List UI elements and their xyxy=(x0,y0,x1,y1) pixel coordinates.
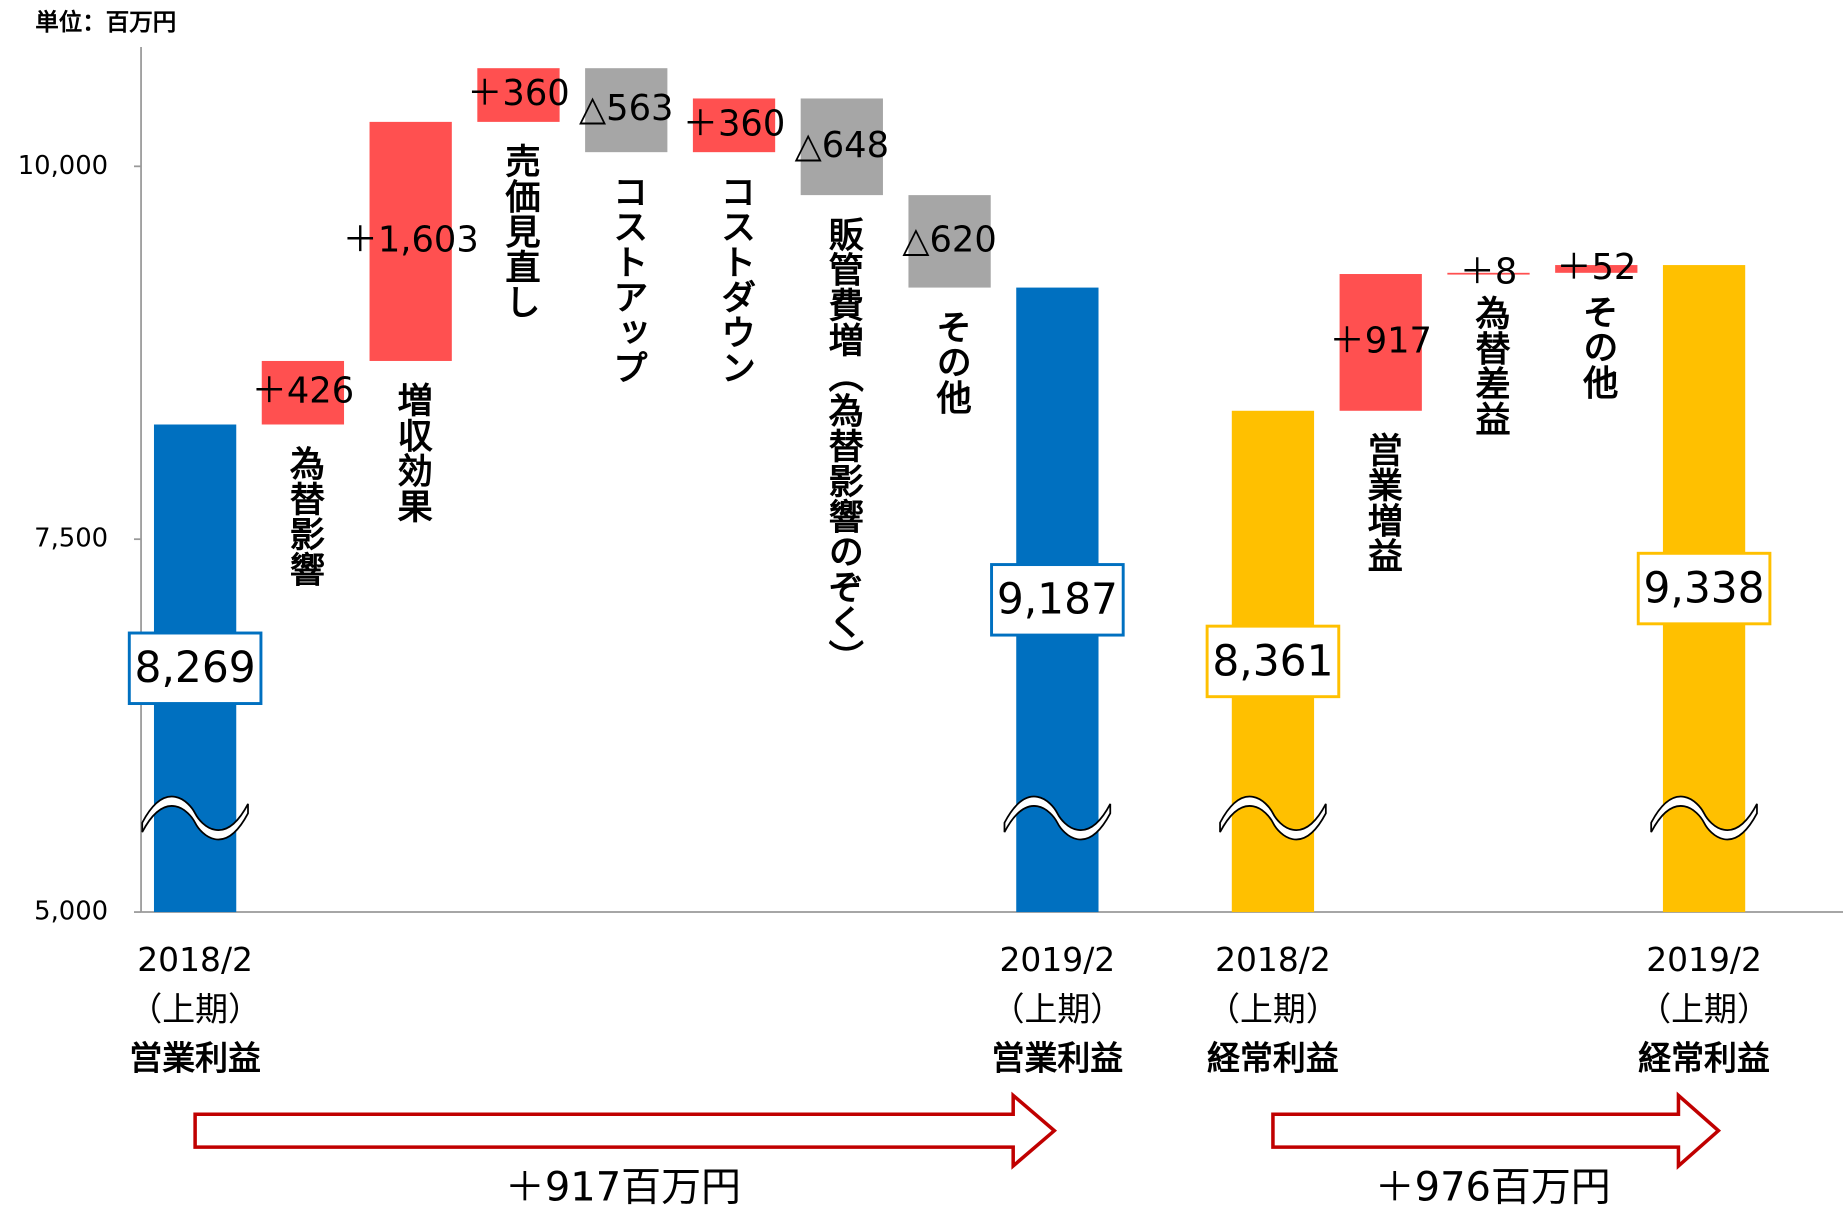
x-tick-label: （上期） xyxy=(1207,989,1339,1028)
x-tick-label: （上期） xyxy=(129,989,261,1028)
value-label: 9,187 xyxy=(997,575,1118,624)
annotation: ＋976百万円 xyxy=(1375,1164,1611,1210)
arrow xyxy=(193,1091,1058,1170)
annotation: ＋917百万円 xyxy=(505,1164,741,1210)
value-label: △620 xyxy=(902,219,996,260)
category-label: 増収効果 xyxy=(392,382,433,523)
x-tick-label: （上期） xyxy=(1638,989,1770,1028)
x-tick-label: 営業利益 xyxy=(992,1039,1124,1078)
category-label: 為替影響 xyxy=(284,446,325,587)
category-label: 為替差益 xyxy=(1470,295,1511,436)
axis-break xyxy=(1650,795,1758,841)
value-label: ＋8 xyxy=(1460,251,1518,292)
bar xyxy=(692,98,776,153)
category-label: その他 xyxy=(1577,294,1619,400)
x-tick-label: 2019/2 xyxy=(1000,940,1116,979)
bar xyxy=(261,360,345,425)
axis-break xyxy=(1219,795,1327,841)
value-label: 9,338 xyxy=(1644,563,1765,612)
value-label: ＋360 xyxy=(467,73,570,114)
unit-label: 単位：百万円 xyxy=(35,8,176,36)
x-tick-label: 2018/2 xyxy=(1215,940,1331,979)
axis-break xyxy=(141,795,249,841)
value-label-box xyxy=(127,631,263,706)
category-label: 営業増益 xyxy=(1362,432,1403,573)
x-tick-label: 2018/2 xyxy=(137,940,253,979)
bar xyxy=(369,121,452,361)
value-label: 8,269 xyxy=(135,643,256,692)
x-tick-label: 経常利益 xyxy=(1207,1039,1339,1078)
bar xyxy=(800,98,883,196)
category-label: その他 xyxy=(931,309,973,415)
value-label-box xyxy=(1205,624,1341,699)
value-label-box xyxy=(1636,551,1772,626)
x-tick-label: 経常利益 xyxy=(1638,1039,1770,1078)
bar xyxy=(585,68,668,153)
y-tick-label: 5,000 xyxy=(34,897,108,927)
x-tick-label: 2019/2 xyxy=(1646,940,1762,979)
value-label: ＋52 xyxy=(1556,247,1636,288)
arrow xyxy=(1271,1091,1722,1170)
axis-break xyxy=(1003,795,1112,841)
bar xyxy=(1555,265,1638,273)
y-tick-label: 7,500 xyxy=(34,524,108,554)
category-label: 販管費増（為替影響のぞく） xyxy=(823,216,864,674)
x-tick-label: （上期） xyxy=(992,989,1124,1028)
value-label: △563 xyxy=(579,88,673,129)
bar xyxy=(1339,274,1422,411)
category-label: コストアップ xyxy=(607,173,648,385)
bar xyxy=(908,195,991,288)
bar xyxy=(477,68,560,122)
value-label: ＋917 xyxy=(1329,320,1432,361)
value-label: ＋360 xyxy=(683,103,786,144)
x-tick-label: 営業利益 xyxy=(129,1039,261,1078)
category-label: 売価見直し xyxy=(499,143,541,319)
bar xyxy=(1447,272,1530,275)
y-tick-label: 10,000 xyxy=(18,151,108,181)
value-label: 8,361 xyxy=(1212,636,1333,685)
category-label: コストダウン xyxy=(715,173,756,385)
value-label: ＋426 xyxy=(252,371,355,412)
value-label: ＋1,603 xyxy=(343,219,479,260)
value-label-box xyxy=(990,563,1125,637)
value-label: △648 xyxy=(795,125,889,166)
